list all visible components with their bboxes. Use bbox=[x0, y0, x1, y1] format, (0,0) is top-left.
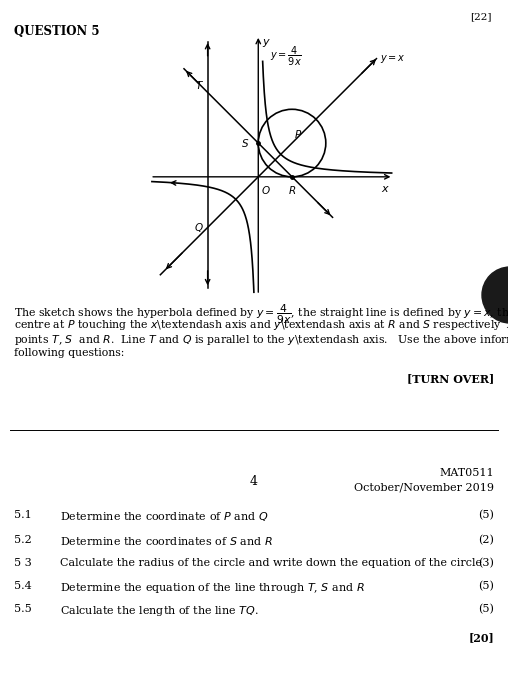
Text: $R$: $R$ bbox=[288, 184, 296, 196]
Text: 5.5: 5.5 bbox=[14, 604, 31, 614]
Text: 5.2: 5.2 bbox=[14, 535, 31, 545]
Text: Calculate the length of the line $TQ$.: Calculate the length of the line $TQ$. bbox=[60, 604, 259, 618]
Text: 5 3: 5 3 bbox=[14, 558, 31, 568]
Text: $Q$: $Q$ bbox=[195, 221, 204, 234]
Text: Calculate the radius of the circle and write down the equation of the circle: Calculate the radius of the circle and w… bbox=[60, 558, 482, 568]
Circle shape bbox=[482, 267, 508, 323]
Text: following questions:: following questions: bbox=[14, 348, 124, 358]
Text: [20]: [20] bbox=[468, 632, 494, 643]
Text: Determine the equation of the line through $T$, $S$ and $R$: Determine the equation of the line throu… bbox=[60, 581, 365, 595]
Text: (5): (5) bbox=[478, 604, 494, 614]
Text: 5.1: 5.1 bbox=[14, 510, 31, 520]
Text: $O$: $O$ bbox=[261, 184, 270, 196]
Text: Determine the coordinate of $P$ and $Q$: Determine the coordinate of $P$ and $Q$ bbox=[60, 510, 268, 523]
Text: (2): (2) bbox=[478, 535, 494, 545]
Text: (5): (5) bbox=[478, 510, 494, 520]
Text: October/November 2019: October/November 2019 bbox=[354, 482, 494, 492]
Text: (3): (3) bbox=[478, 558, 494, 568]
Text: $x$: $x$ bbox=[381, 184, 390, 194]
Text: [TURN OVER]: [TURN OVER] bbox=[407, 373, 494, 384]
Text: 5.4: 5.4 bbox=[14, 581, 31, 591]
Text: [22]: [22] bbox=[470, 12, 492, 21]
Text: 4: 4 bbox=[250, 475, 258, 488]
Text: QUESTION 5: QUESTION 5 bbox=[14, 25, 100, 38]
Text: $S$: $S$ bbox=[241, 137, 249, 149]
Text: $P$: $P$ bbox=[294, 128, 302, 140]
Text: $y$: $y$ bbox=[262, 36, 271, 49]
Text: points $T$, $S$  and $R$.  Line $T$ and $Q$ is parallel to the $y$\textendash ax: points $T$, $S$ and $R$. Line $T$ and $Q… bbox=[14, 333, 508, 347]
Text: MAT0511: MAT0511 bbox=[439, 468, 494, 478]
Text: Determine the coordinates of $S$ and $R$: Determine the coordinates of $S$ and $R$ bbox=[60, 535, 273, 547]
Text: The sketch shows the hyperbola defined by $y = \dfrac{4}{9x}$, the straight line: The sketch shows the hyperbola defined b… bbox=[14, 303, 508, 327]
Text: (5): (5) bbox=[478, 581, 494, 591]
Text: centre at $P$ touching the $x$\textendash axis and $y$\textendash axis at $R$ an: centre at $P$ touching the $x$\textendas… bbox=[14, 318, 508, 332]
Text: $y=\dfrac{4}{9x}$: $y=\dfrac{4}{9x}$ bbox=[270, 45, 302, 68]
Text: $y=x$: $y=x$ bbox=[380, 53, 406, 65]
Text: $T$: $T$ bbox=[195, 79, 204, 90]
